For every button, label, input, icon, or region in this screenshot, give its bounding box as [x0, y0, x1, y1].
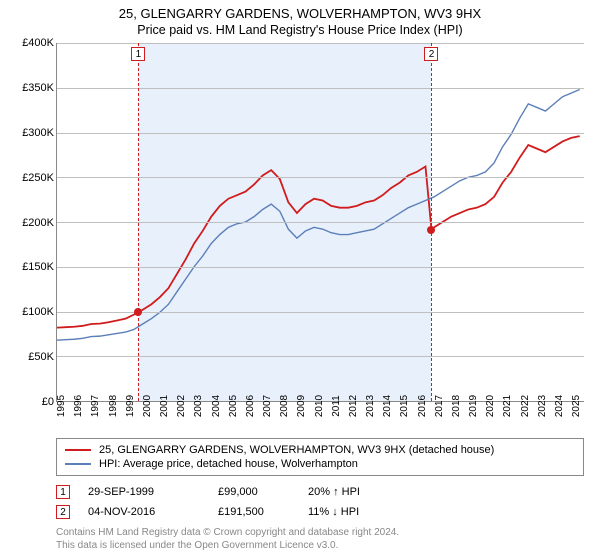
x-tick-label: 2004: [211, 395, 222, 417]
x-tick-label: 2013: [365, 395, 376, 417]
x-tick-label: 2008: [279, 395, 290, 417]
y-tick-label: £250K: [22, 172, 54, 184]
x-tick-label: 2024: [554, 395, 565, 417]
title-block: 25, GLENGARRY GARDENS, WOLVERHAMPTON, WV…: [12, 6, 588, 37]
x-tick-label: 1998: [108, 395, 119, 417]
chart-container: 25, GLENGARRY GARDENS, WOLVERHAMPTON, WV…: [0, 0, 600, 560]
x-tick-label: 2011: [331, 395, 342, 417]
transaction-date: 29-SEP-1999: [88, 486, 218, 498]
y-tick-label: £200K: [22, 217, 54, 229]
x-tick-label: 2005: [228, 395, 239, 417]
y-tick-label: £400K: [22, 37, 54, 49]
legend-label: HPI: Average price, detached house, Wolv…: [99, 458, 358, 470]
transaction-row: 2 04-NOV-2016£191,50011% ↓ HPI: [56, 502, 584, 522]
footer-line: Contains HM Land Registry data © Crown c…: [56, 526, 584, 539]
gridline: [57, 222, 584, 223]
transaction-row: 1 29-SEP-1999£99,00020% ↑ HPI: [56, 482, 584, 502]
legend-swatch: [65, 463, 91, 465]
y-tick-label: £50K: [28, 351, 54, 363]
plot-area: 12: [56, 43, 584, 402]
x-tick-label: 2009: [296, 395, 307, 417]
gridline: [57, 43, 584, 44]
series-line: [57, 90, 580, 341]
x-tick-label: 1995: [56, 395, 67, 417]
footer-line: This data is licensed under the Open Gov…: [56, 539, 584, 552]
y-tick-label: £100K: [22, 306, 54, 318]
gridline: [57, 177, 584, 178]
transaction-vline: [138, 43, 139, 401]
legend: 25, GLENGARRY GARDENS, WOLVERHAMPTON, WV…: [56, 438, 584, 476]
x-tick-label: 2001: [159, 395, 170, 417]
transaction-vline: [431, 43, 432, 401]
x-tick-label: 2020: [485, 395, 496, 417]
transaction-point: [134, 308, 142, 316]
x-tick-label: 2025: [571, 395, 582, 417]
x-tick-label: 2002: [176, 395, 187, 417]
x-tick-label: 1997: [90, 395, 101, 417]
x-tick-label: 2003: [193, 395, 204, 417]
transaction-marker: 1: [131, 47, 145, 61]
y-axis: £0£50K£100K£150K£200K£250K£300K£350K£400…: [12, 43, 56, 402]
gridline: [57, 133, 584, 134]
series-line: [57, 136, 580, 328]
legend-label: 25, GLENGARRY GARDENS, WOLVERHAMPTON, WV…: [99, 444, 494, 456]
x-tick-label: 1996: [73, 395, 84, 417]
x-tick-label: 2017: [434, 395, 445, 417]
transaction-delta: 11% ↓ HPI: [308, 506, 398, 518]
x-tick-label: 2022: [520, 395, 531, 417]
x-tick-label: 2021: [502, 395, 513, 417]
x-tick-label: 2019: [468, 395, 479, 417]
transaction-price: £99,000: [218, 486, 308, 498]
transaction-table: 1 29-SEP-1999£99,00020% ↑ HPI 2 04-NOV-2016…: [56, 482, 584, 522]
transaction-date: 04-NOV-2016: [88, 506, 218, 518]
gridline: [57, 356, 584, 357]
chart-title: 25, GLENGARRY GARDENS, WOLVERHAMPTON, WV…: [12, 6, 588, 21]
gridline: [57, 267, 584, 268]
x-tick-label: 1999: [125, 395, 136, 417]
transaction-price: £191,500: [218, 506, 308, 518]
legend-swatch: [65, 449, 91, 451]
transaction-point: [427, 226, 435, 234]
x-tick-label: 2012: [348, 395, 359, 417]
chart-area: £0£50K£100K£150K£200K£250K£300K£350K£400…: [12, 43, 588, 432]
x-tick-label: 2010: [314, 395, 325, 417]
x-tick-label: 2000: [142, 395, 153, 417]
legend-item: 25, GLENGARRY GARDENS, WOLVERHAMPTON, WV…: [65, 443, 575, 457]
transaction-marker: 2: [424, 47, 438, 61]
transaction-delta: 20% ↑ HPI: [308, 486, 398, 498]
gridline: [57, 88, 584, 89]
x-tick-label: 2006: [245, 395, 256, 417]
y-tick-label: £350K: [22, 82, 54, 94]
y-tick-label: £300K: [22, 127, 54, 139]
chart-subtitle: Price paid vs. HM Land Registry's House …: [12, 23, 588, 37]
y-tick-label: £150K: [22, 261, 54, 273]
footer-attribution: Contains HM Land Registry data © Crown c…: [56, 526, 584, 552]
x-axis: 1995199619971998199920002001200220032004…: [56, 402, 584, 432]
transaction-row-marker: 1: [56, 485, 70, 499]
x-tick-label: 2016: [417, 395, 428, 417]
y-tick-label: £0: [42, 396, 54, 408]
x-tick-label: 2007: [262, 395, 273, 417]
x-tick-label: 2018: [451, 395, 462, 417]
transaction-row-marker: 2: [56, 505, 70, 519]
x-tick-label: 2023: [537, 395, 548, 417]
legend-item: HPI: Average price, detached house, Wolv…: [65, 457, 575, 471]
x-tick-label: 2014: [382, 395, 393, 417]
x-tick-label: 2015: [399, 395, 410, 417]
